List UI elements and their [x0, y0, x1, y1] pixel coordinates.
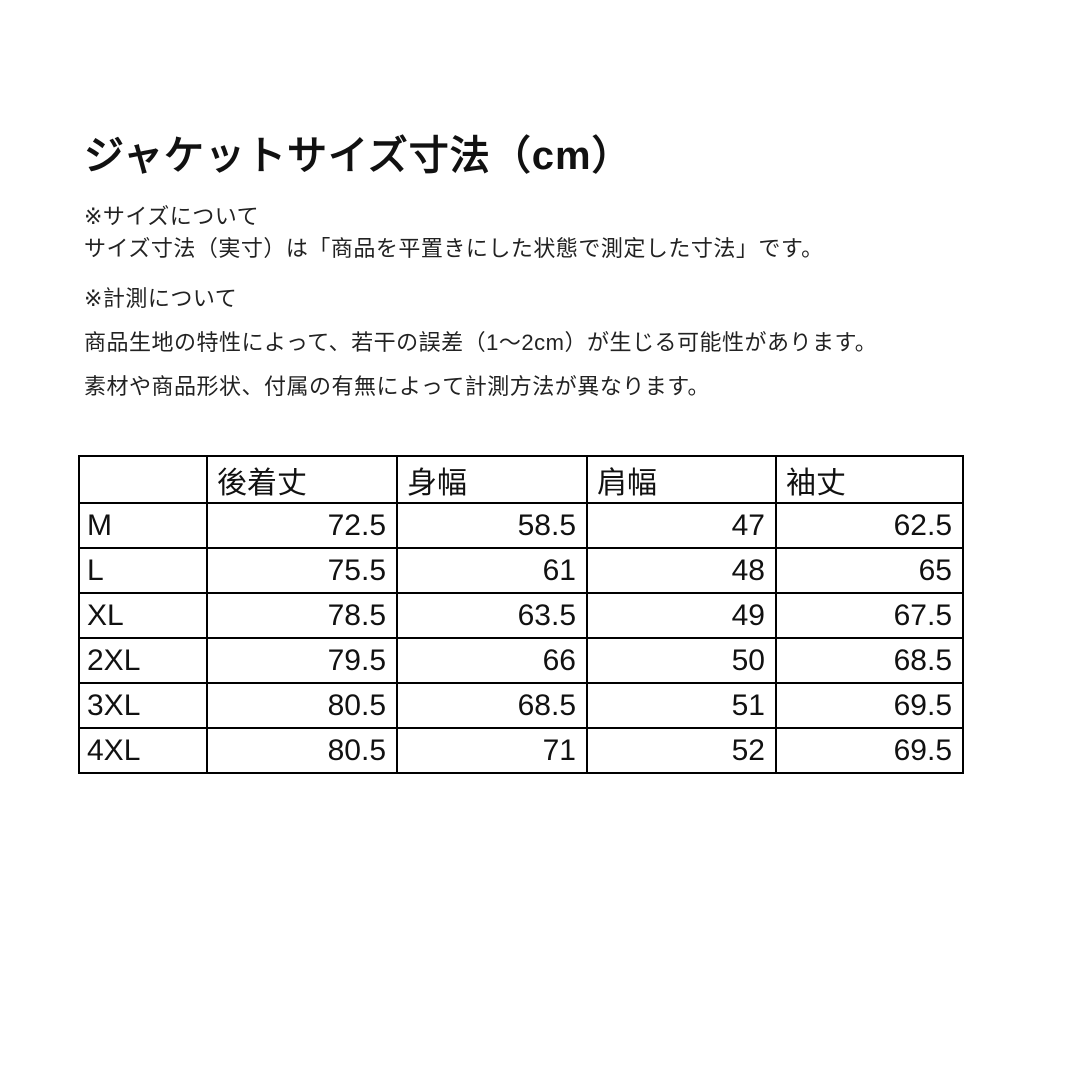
size-table-header: 後着丈 身幅 肩幅 袖丈	[78, 455, 964, 504]
table-row-3xl: 3XL 80.5 68.5 51 69.5	[78, 682, 964, 729]
value-cell: 79.5	[206, 637, 398, 684]
value-cell: 71	[396, 727, 588, 774]
value-cell: 68.5	[775, 637, 964, 684]
size-label: L	[78, 547, 208, 594]
page-title: ジャケットサイズ寸法（cm）	[84, 134, 633, 178]
measurement-note-heading: ※計測について	[84, 286, 238, 311]
value-cell: 66	[396, 637, 588, 684]
table-row-l: L 75.5 61 48 65	[78, 547, 964, 594]
size-label: 4XL	[78, 727, 208, 774]
value-cell: 61	[396, 547, 588, 594]
size-label: 3XL	[78, 682, 208, 729]
col-header-shoulder-width: 肩幅	[586, 455, 777, 504]
value-cell: 52	[586, 727, 777, 774]
value-cell: 62.5	[775, 502, 964, 549]
measurement-note-text-2: 素材や商品形状、付属の有無によって計測方法が異なります。	[84, 374, 711, 399]
col-header-body-width: 身幅	[396, 455, 588, 504]
value-cell: 69.5	[775, 682, 964, 729]
measurement-note-text-1: 商品生地の特性によって、若干の誤差（1～2cm）が生じる可能性があります。	[84, 330, 878, 355]
value-cell: 68.5	[396, 682, 588, 729]
value-cell: 49	[586, 592, 777, 639]
table-row-m: M 72.5 58.5 47 62.5	[78, 502, 964, 549]
size-label: XL	[78, 592, 208, 639]
value-cell: 78.5	[206, 592, 398, 639]
value-cell: 58.5	[396, 502, 588, 549]
value-cell: 75.5	[206, 547, 398, 594]
table-row-4xl: 4XL 80.5 71 52 69.5	[78, 727, 964, 774]
size-label: 2XL	[78, 637, 208, 684]
value-cell: 50	[586, 637, 777, 684]
value-cell: 67.5	[775, 592, 964, 639]
value-cell: 48	[586, 547, 777, 594]
value-cell: 80.5	[206, 682, 398, 729]
value-cell: 47	[586, 502, 777, 549]
size-table-body: M 72.5 58.5 47 62.5 L 75.5 61 48 65 XL 7…	[78, 502, 964, 774]
value-cell: 51	[586, 682, 777, 729]
value-cell: 69.5	[775, 727, 964, 774]
value-cell: 80.5	[206, 727, 398, 774]
value-cell: 65	[775, 547, 964, 594]
size-note-heading: ※サイズについて	[84, 204, 260, 229]
header-row: 後着丈 身幅 肩幅 袖丈	[78, 455, 964, 504]
table-row-xl: XL 78.5 63.5 49 67.5	[78, 592, 964, 639]
col-header-blank	[78, 455, 208, 504]
size-label: M	[78, 502, 208, 549]
table-row-2xl: 2XL 79.5 66 50 68.5	[78, 637, 964, 684]
value-cell: 72.5	[206, 502, 398, 549]
size-note-text: サイズ寸法（実寸）は「商品を平置きにした状態で測定した寸法」です。	[84, 236, 824, 261]
value-cell: 63.5	[396, 592, 588, 639]
col-header-back-length: 後着丈	[206, 455, 398, 504]
size-table: 後着丈 身幅 肩幅 袖丈 M 72.5 58.5 47 62.5 L 75.5 …	[78, 455, 964, 774]
col-header-sleeve-length: 袖丈	[775, 455, 964, 504]
